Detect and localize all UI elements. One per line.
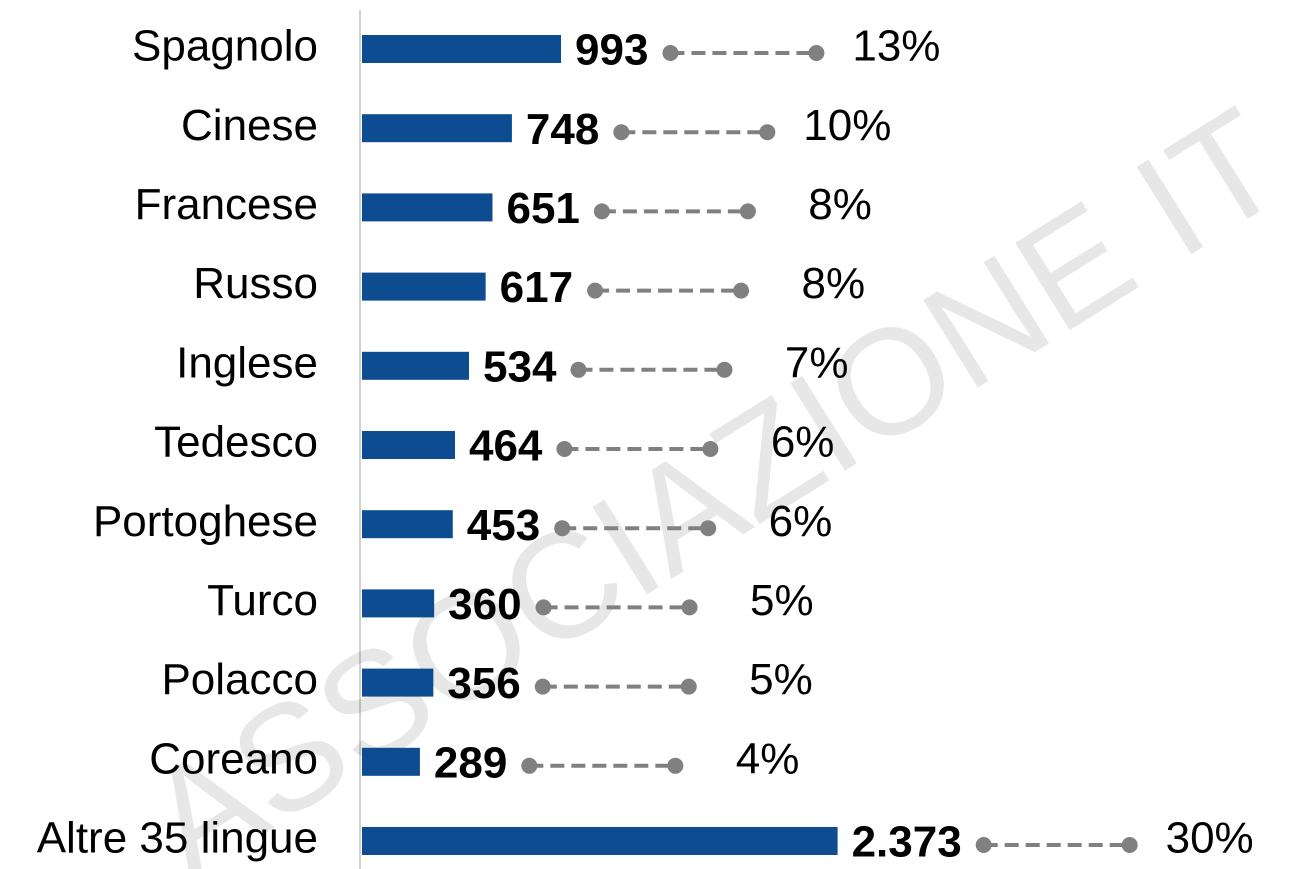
value-label: 453 bbox=[467, 501, 540, 550]
value-label: 360 bbox=[448, 580, 521, 629]
value-label: 651 bbox=[506, 184, 579, 233]
value-label: 993 bbox=[575, 26, 648, 75]
bar bbox=[362, 747, 420, 776]
share-connector bbox=[554, 520, 717, 537]
connector-dot bbox=[613, 124, 630, 141]
share-connector bbox=[521, 757, 684, 774]
category-label: Coreano bbox=[149, 734, 318, 783]
connector-dot bbox=[534, 678, 551, 695]
connector-dot bbox=[535, 599, 552, 616]
connector-dot bbox=[587, 282, 604, 299]
value-label: 2.373 bbox=[852, 818, 962, 867]
share-label: 30% bbox=[1166, 814, 1254, 863]
connector-dot bbox=[570, 361, 587, 378]
connector-dot bbox=[700, 520, 717, 537]
share-connector bbox=[570, 361, 733, 378]
share-connector bbox=[975, 837, 1138, 853]
share-connector bbox=[587, 282, 750, 299]
share-label: 13% bbox=[852, 22, 940, 71]
bar bbox=[362, 589, 435, 618]
share-connector bbox=[613, 124, 776, 141]
bar bbox=[362, 114, 512, 143]
category-label: Russo bbox=[193, 259, 318, 308]
bar bbox=[362, 272, 486, 301]
share-label: 5% bbox=[750, 576, 814, 625]
value-label: 534 bbox=[483, 342, 557, 391]
category-label: Altre 35 lingue bbox=[37, 814, 318, 863]
category-label: Inglese bbox=[176, 338, 318, 387]
connector-dot bbox=[733, 282, 750, 299]
connector-dot bbox=[1121, 837, 1138, 853]
share-label: 5% bbox=[749, 655, 813, 704]
share-connector bbox=[535, 599, 698, 616]
share-label: 6% bbox=[771, 418, 835, 467]
connector-dot bbox=[739, 203, 756, 220]
connector-dot bbox=[556, 441, 573, 457]
connector-dot bbox=[554, 520, 571, 537]
connector-dot bbox=[759, 124, 776, 141]
connector-dot bbox=[662, 45, 679, 61]
share-label: 6% bbox=[769, 497, 833, 546]
bar bbox=[362, 668, 434, 697]
connector-dot bbox=[593, 203, 610, 220]
share-connector bbox=[593, 203, 756, 220]
connector-dot bbox=[681, 599, 698, 616]
bar bbox=[362, 351, 470, 380]
connector-dot bbox=[716, 361, 733, 378]
bar bbox=[362, 35, 562, 63]
category-label: Francese bbox=[135, 180, 318, 229]
category-label: Portoghese bbox=[93, 497, 318, 546]
connector-dot bbox=[808, 45, 825, 61]
share-label: 8% bbox=[801, 259, 865, 308]
category-label: Turco bbox=[207, 576, 318, 625]
share-connector bbox=[534, 678, 697, 695]
connector-dot bbox=[702, 441, 719, 457]
category-label: Tedesco bbox=[154, 418, 318, 467]
connector-dot bbox=[521, 757, 538, 774]
category-label: Spagnolo bbox=[132, 22, 318, 71]
share-connector bbox=[556, 441, 719, 457]
value-label: 617 bbox=[500, 263, 573, 312]
bar bbox=[362, 510, 453, 539]
category-label: Cinese bbox=[181, 101, 318, 150]
connector-dot bbox=[975, 837, 992, 853]
value-label: 356 bbox=[447, 659, 520, 708]
share-label: 4% bbox=[736, 734, 800, 783]
value-label: 289 bbox=[434, 738, 507, 787]
value-label: 464 bbox=[469, 422, 543, 471]
category-label: Polacco bbox=[161, 655, 318, 704]
value-label: 748 bbox=[526, 105, 599, 154]
connector-dot bbox=[667, 757, 684, 774]
connector-dot bbox=[680, 678, 697, 695]
bar bbox=[362, 431, 455, 459]
share-connector bbox=[662, 45, 825, 61]
bar bbox=[362, 193, 493, 222]
share-label: 8% bbox=[808, 180, 872, 229]
bar bbox=[362, 827, 838, 855]
share-label: 10% bbox=[803, 101, 891, 150]
share-label: 7% bbox=[785, 338, 849, 387]
